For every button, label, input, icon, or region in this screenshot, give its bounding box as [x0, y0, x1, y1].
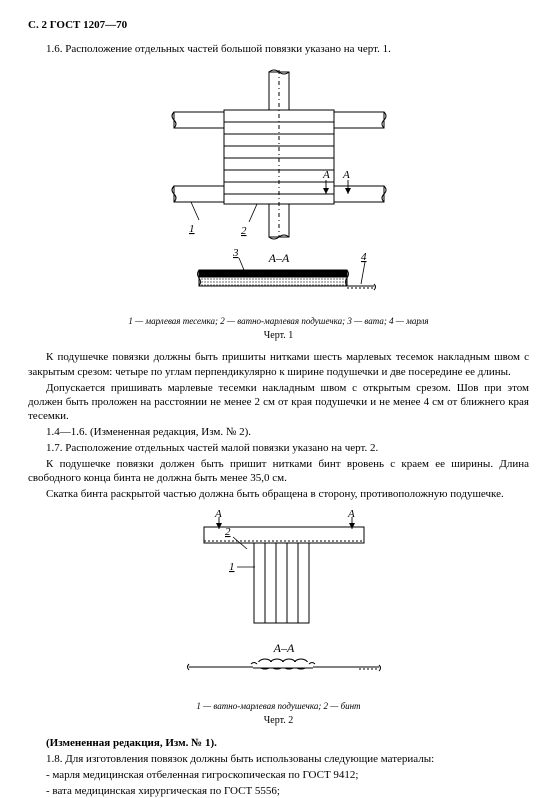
figure-1-caption: Черт. 1 [28, 330, 529, 343]
fig1-callout-4: 4 [361, 251, 367, 263]
figure-2-legend: 1 — ватно-марлевая подушечка; 2 — бинт [28, 701, 529, 713]
fig2-section-label: А–А [272, 641, 294, 655]
fig2-A-right: A [347, 508, 355, 520]
fig1-A-right: A [342, 169, 350, 181]
fig1-section-label: А–А [267, 251, 289, 265]
paragraph-1-7: 1.7. Расположение отдельных частей малой… [28, 441, 529, 455]
fig1-callout-2: 2 [241, 225, 247, 237]
paragraph-1-6: 1.6. Расположение отдельных частей больш… [28, 42, 529, 56]
paragraph-1-8: 1.8. Для изготовления повязок должны быт… [28, 752, 529, 766]
fig2-callout-1: 1 [229, 561, 235, 573]
paragraph-revision-1: (Измененная редакция, Изм. № 1). [28, 736, 529, 750]
paragraph-1-8-item-1: - марля медицинская отбеленная гигроскоп… [28, 768, 529, 782]
fig1-callout-1: 1 [189, 223, 195, 235]
page-header: С. 2 ГОСТ 1207—70 [28, 18, 529, 32]
figure-2-caption: Черт. 2 [28, 715, 529, 728]
fig2-A-left: A [214, 508, 222, 520]
figure-1-svg: A A 1 2 А–А [129, 62, 429, 312]
figure-1: A A 1 2 А–А [28, 62, 529, 312]
figure-2-svg: A A 2 1 А–А [129, 507, 429, 697]
figure-1-legend: 1 — марлевая тесемка; 2 — ватно-марлевая… [28, 316, 529, 328]
paragraph-revision-14-16: 1.4—1.6. (Измененная редакция, Изм. № 2)… [28, 425, 529, 439]
paragraph-after-17-2: Скатка бинта раскрытой частью должна быт… [28, 487, 529, 501]
paragraph-after-fig1-2: Допускается пришивать марлевые тесемки н… [28, 381, 529, 423]
fig1-callout-3: 3 [232, 247, 239, 259]
figure-2: A A 2 1 А–А [28, 507, 529, 697]
fig1-A-left: A [322, 169, 330, 181]
paragraph-after-17-1: К подушечке повязки должен быть пришит н… [28, 457, 529, 485]
fig2-callout-2: 2 [225, 526, 231, 538]
paragraph-after-fig1-1: К подушечке повязки должны быть пришиты … [28, 350, 529, 378]
document-page: С. 2 ГОСТ 1207—70 1.6. Расположение отде… [0, 0, 557, 791]
